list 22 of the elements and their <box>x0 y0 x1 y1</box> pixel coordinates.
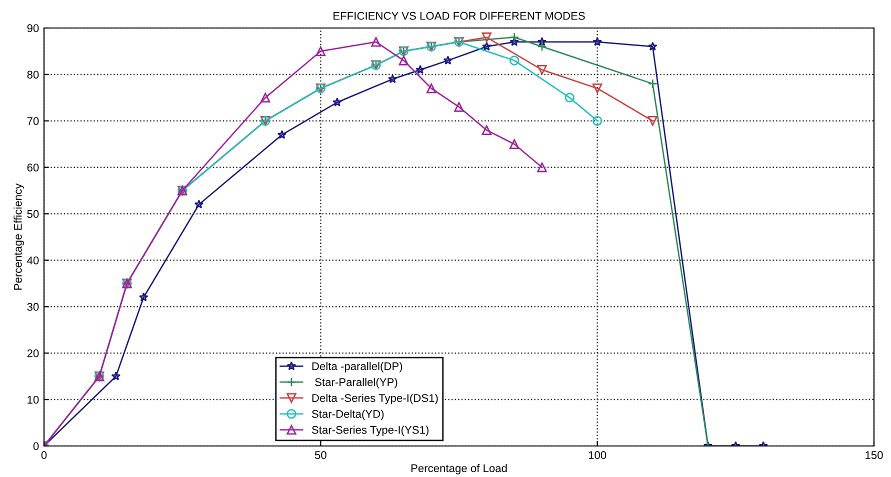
x-tick-label: 100 <box>588 451 606 460</box>
x-tick-label: 50 <box>314 451 326 460</box>
legend-label: Delta -Series Type-I(DS1) <box>312 394 438 404</box>
y-tick-label: 80 <box>27 70 39 79</box>
chart-title: EFFICIENCY VS LOAD FOR DIFFERENT MODES <box>334 12 585 20</box>
y-tick-label: 70 <box>27 117 39 126</box>
y-tick-label: 0 <box>33 442 39 450</box>
legend-label: Delta -parallel(DP) <box>312 362 402 372</box>
x-axis-title: Percentage of Load <box>411 464 507 474</box>
y-tick-label: 50 <box>27 210 39 218</box>
y-axis-title: Percentage Efficiency <box>14 183 24 290</box>
y-tick-label: 60 <box>27 164 39 172</box>
y-tick-label: 30 <box>27 302 39 311</box>
y-tick-label: 10 <box>28 396 39 404</box>
legend-label: Star-Parallel(YP) <box>315 378 398 388</box>
y-tick-label: 20 <box>27 349 39 358</box>
y-tick-label: 90 <box>27 24 39 32</box>
y-tick-label: 40 <box>27 256 39 264</box>
legend-label: Star-Series Type-I(YS1) <box>312 426 429 436</box>
x-tick-label: 0 <box>41 451 47 460</box>
legend-label: Star-Delta(YD) <box>312 410 384 420</box>
x-tick-label: 150 <box>866 451 883 460</box>
